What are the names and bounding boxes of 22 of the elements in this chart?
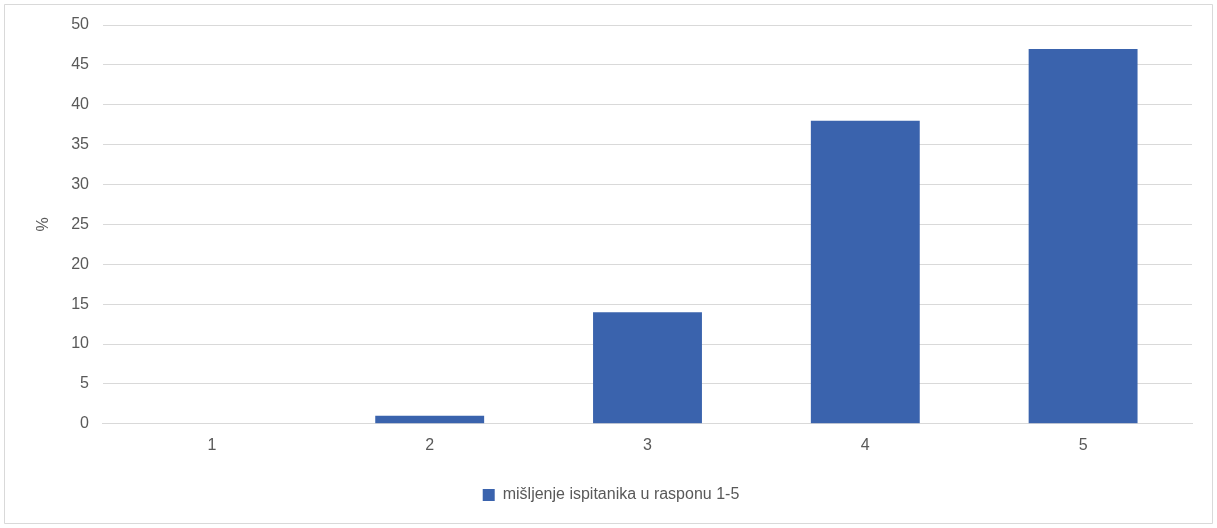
y-tick-label: 50 (71, 15, 90, 33)
bar (1028, 48, 1138, 424)
y-tick-label: 40 (71, 95, 90, 113)
y-tick-label: 45 (71, 55, 90, 73)
y-tick-label: 5 (80, 374, 90, 392)
legend-label: mišljenje ispitanika u rasponu 1-5 (502, 485, 740, 503)
x-tick-label: 3 (643, 435, 653, 453)
bar (593, 312, 702, 424)
x-tick-label: 5 (1078, 435, 1088, 453)
x-tick-label: 1 (207, 435, 217, 453)
y-tick-label: 10 (71, 334, 90, 352)
y-tick-label: 25 (71, 214, 90, 232)
y-tick-label: 15 (71, 294, 90, 312)
y-tick-label: 30 (71, 174, 90, 192)
y-tick-label: 35 (71, 135, 90, 153)
bar (375, 415, 485, 424)
x-tick-label: 2 (425, 435, 435, 453)
y-axis-title: % (34, 217, 52, 232)
bar (810, 120, 920, 424)
x-tick-label: 4 (860, 435, 870, 453)
y-tick-label: 0 (80, 414, 90, 432)
y-tick-label: 20 (71, 254, 90, 272)
